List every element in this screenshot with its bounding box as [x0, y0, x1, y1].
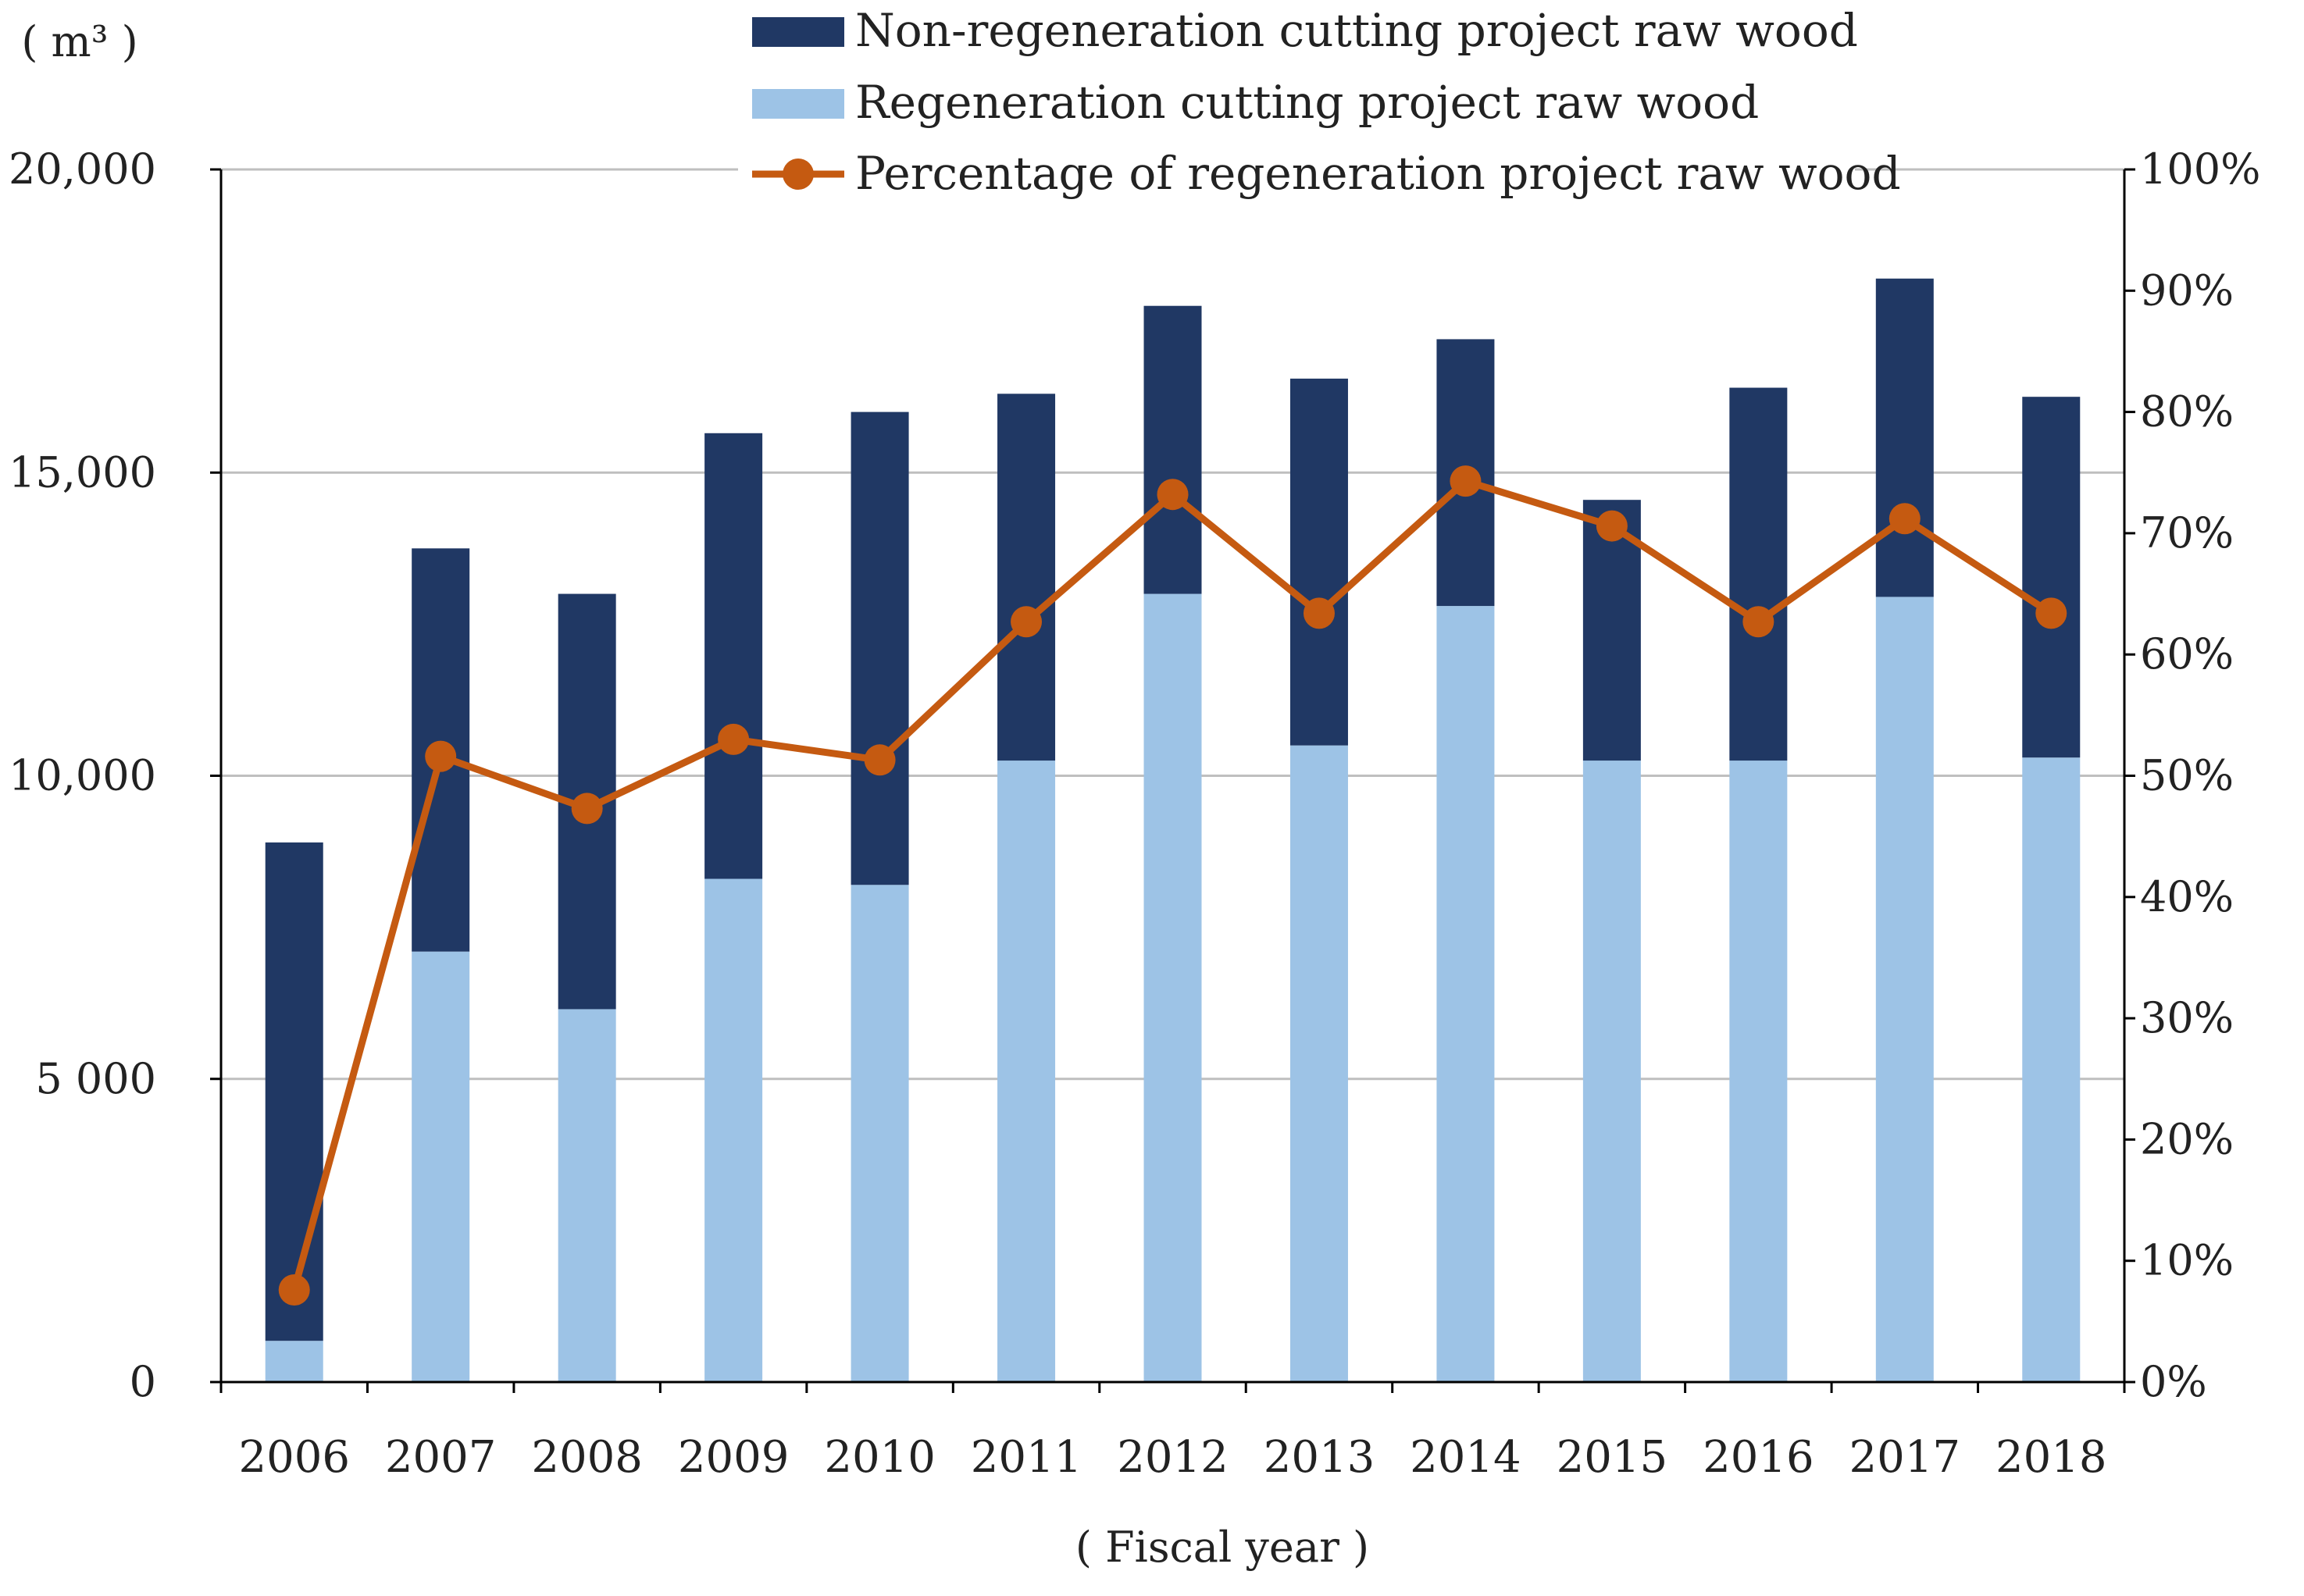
legend-background-1 [738, 70, 1855, 137]
y2-tick-label-40: 40% [2140, 872, 2234, 921]
regeneration-bar-2016 [1729, 761, 1788, 1382]
x-tick-label-2007: 2007 [385, 1432, 497, 1483]
legend-label-2: Percentage of regeneration project raw w… [855, 147, 1901, 200]
y-axis-unit-label: ( m³ ) [21, 17, 137, 66]
x-tick-label-2018: 2018 [1995, 1432, 2107, 1483]
legend-background-0 [738, 0, 1855, 66]
non-regeneration-bar-2012 [1143, 305, 1202, 594]
y2-tick-label-100: 100% [2140, 144, 2260, 194]
y2-tick-label-80: 80% [2140, 387, 2234, 436]
y-tick-label-5000: 5 000 [35, 1054, 156, 1103]
y2-tick-label-90: 90% [2140, 265, 2234, 315]
y2-tick-label-0: 0% [2140, 1357, 2207, 1406]
non-regeneration-bar-2018 [2022, 397, 2081, 758]
y2-tick-label-70: 70% [2140, 508, 2234, 558]
percentage-point-2009 [718, 723, 750, 755]
legend: Non-regeneration cutting project raw woo… [738, 0, 1901, 208]
regeneration-bar-2008 [558, 1009, 616, 1382]
regeneration-bar-2006 [265, 1341, 323, 1382]
x-axis-title: ( Fiscal year ) [1075, 1523, 1369, 1572]
legend-swatch-marker-2 [783, 159, 814, 190]
y-tick-label-20000: 20,000 [9, 144, 156, 194]
x-tick-label-2013: 2013 [1264, 1432, 1375, 1483]
bar-series [265, 278, 2081, 1382]
legend-background-2 [738, 141, 1855, 208]
line-series [278, 465, 2067, 1306]
x-tick-label-2010: 2010 [824, 1432, 936, 1483]
non-regeneration-bar-2017 [1875, 278, 1934, 597]
x-tick-label-2014: 2014 [1410, 1432, 1521, 1483]
regeneration-bar-2012 [1143, 593, 1202, 1382]
percentage-point-2007 [425, 740, 457, 772]
axes [210, 168, 2135, 1393]
y2-tick-label-20: 20% [2140, 1114, 2234, 1163]
regeneration-bar-2009 [704, 878, 763, 1382]
y-tick-label-10000: 10,000 [9, 751, 156, 800]
percentage-point-2014 [1450, 465, 1482, 497]
y2-tick-label-30: 30% [2140, 993, 2234, 1042]
legend-label-0: Non-regeneration cutting project raw woo… [855, 4, 1858, 57]
regeneration-bar-2014 [1436, 606, 1495, 1382]
percentage-point-2018 [2035, 597, 2067, 629]
y2-tick-label-50: 50% [2140, 751, 2234, 800]
non-regeneration-bar-2009 [704, 433, 763, 879]
percentage-point-2010 [864, 744, 896, 776]
regeneration-bar-2010 [851, 885, 909, 1382]
legend-label-1: Regeneration cutting project raw wood [855, 76, 1759, 129]
percentage-point-2008 [571, 793, 603, 825]
legend-swatch-1 [752, 89, 844, 119]
percentage-point-2011 [1011, 606, 1043, 638]
regeneration-bar-2015 [1582, 761, 1641, 1382]
percentage-point-2016 [1742, 606, 1774, 638]
x-tick-label-2017: 2017 [1849, 1432, 1961, 1483]
non-regeneration-bar-2013 [1289, 378, 1348, 746]
y-tick-label-0: 0 [130, 1357, 156, 1406]
percentage-point-2012 [1157, 479, 1189, 511]
regeneration-bar-2013 [1289, 745, 1348, 1382]
x-tick-label-2016: 2016 [1703, 1432, 1814, 1483]
x-tick-label-2008: 2008 [531, 1432, 643, 1483]
y2-tick-label-60: 60% [2140, 629, 2234, 679]
regeneration-bar-2007 [412, 951, 470, 1382]
y-tick-label-15000: 15,000 [9, 447, 156, 497]
percentage-point-2013 [1303, 597, 1335, 629]
percentage-point-2015 [1596, 510, 1628, 542]
regeneration-bar-2018 [2022, 757, 2081, 1382]
non-regeneration-bar-2015 [1582, 500, 1641, 761]
regeneration-bar-2017 [1875, 597, 1934, 1382]
tick-labels: 0 5 000 10,000 15,000 20,000 0% 10% 20% 30% 40% 50… [9, 144, 2260, 1483]
non-regeneration-bar-2011 [997, 394, 1056, 761]
legend-swatch-0 [752, 17, 844, 47]
x-tick-label-2015: 2015 [1557, 1432, 1668, 1483]
percentage-point-2006 [278, 1274, 310, 1306]
non-regeneration-bar-2006 [265, 842, 323, 1341]
non-regeneration-bar-2010 [851, 411, 909, 885]
x-tick-label-2011: 2011 [971, 1432, 1082, 1483]
x-tick-label-2012: 2012 [1117, 1432, 1229, 1483]
percentage-point-2017 [1888, 503, 1921, 535]
regeneration-bar-2011 [997, 761, 1056, 1382]
x-tick-label-2009: 2009 [678, 1432, 790, 1483]
non-regeneration-bar-2016 [1729, 387, 1788, 761]
x-tick-label-2006: 2006 [238, 1432, 350, 1483]
y2-tick-label-10: 10% [2140, 1236, 2234, 1285]
